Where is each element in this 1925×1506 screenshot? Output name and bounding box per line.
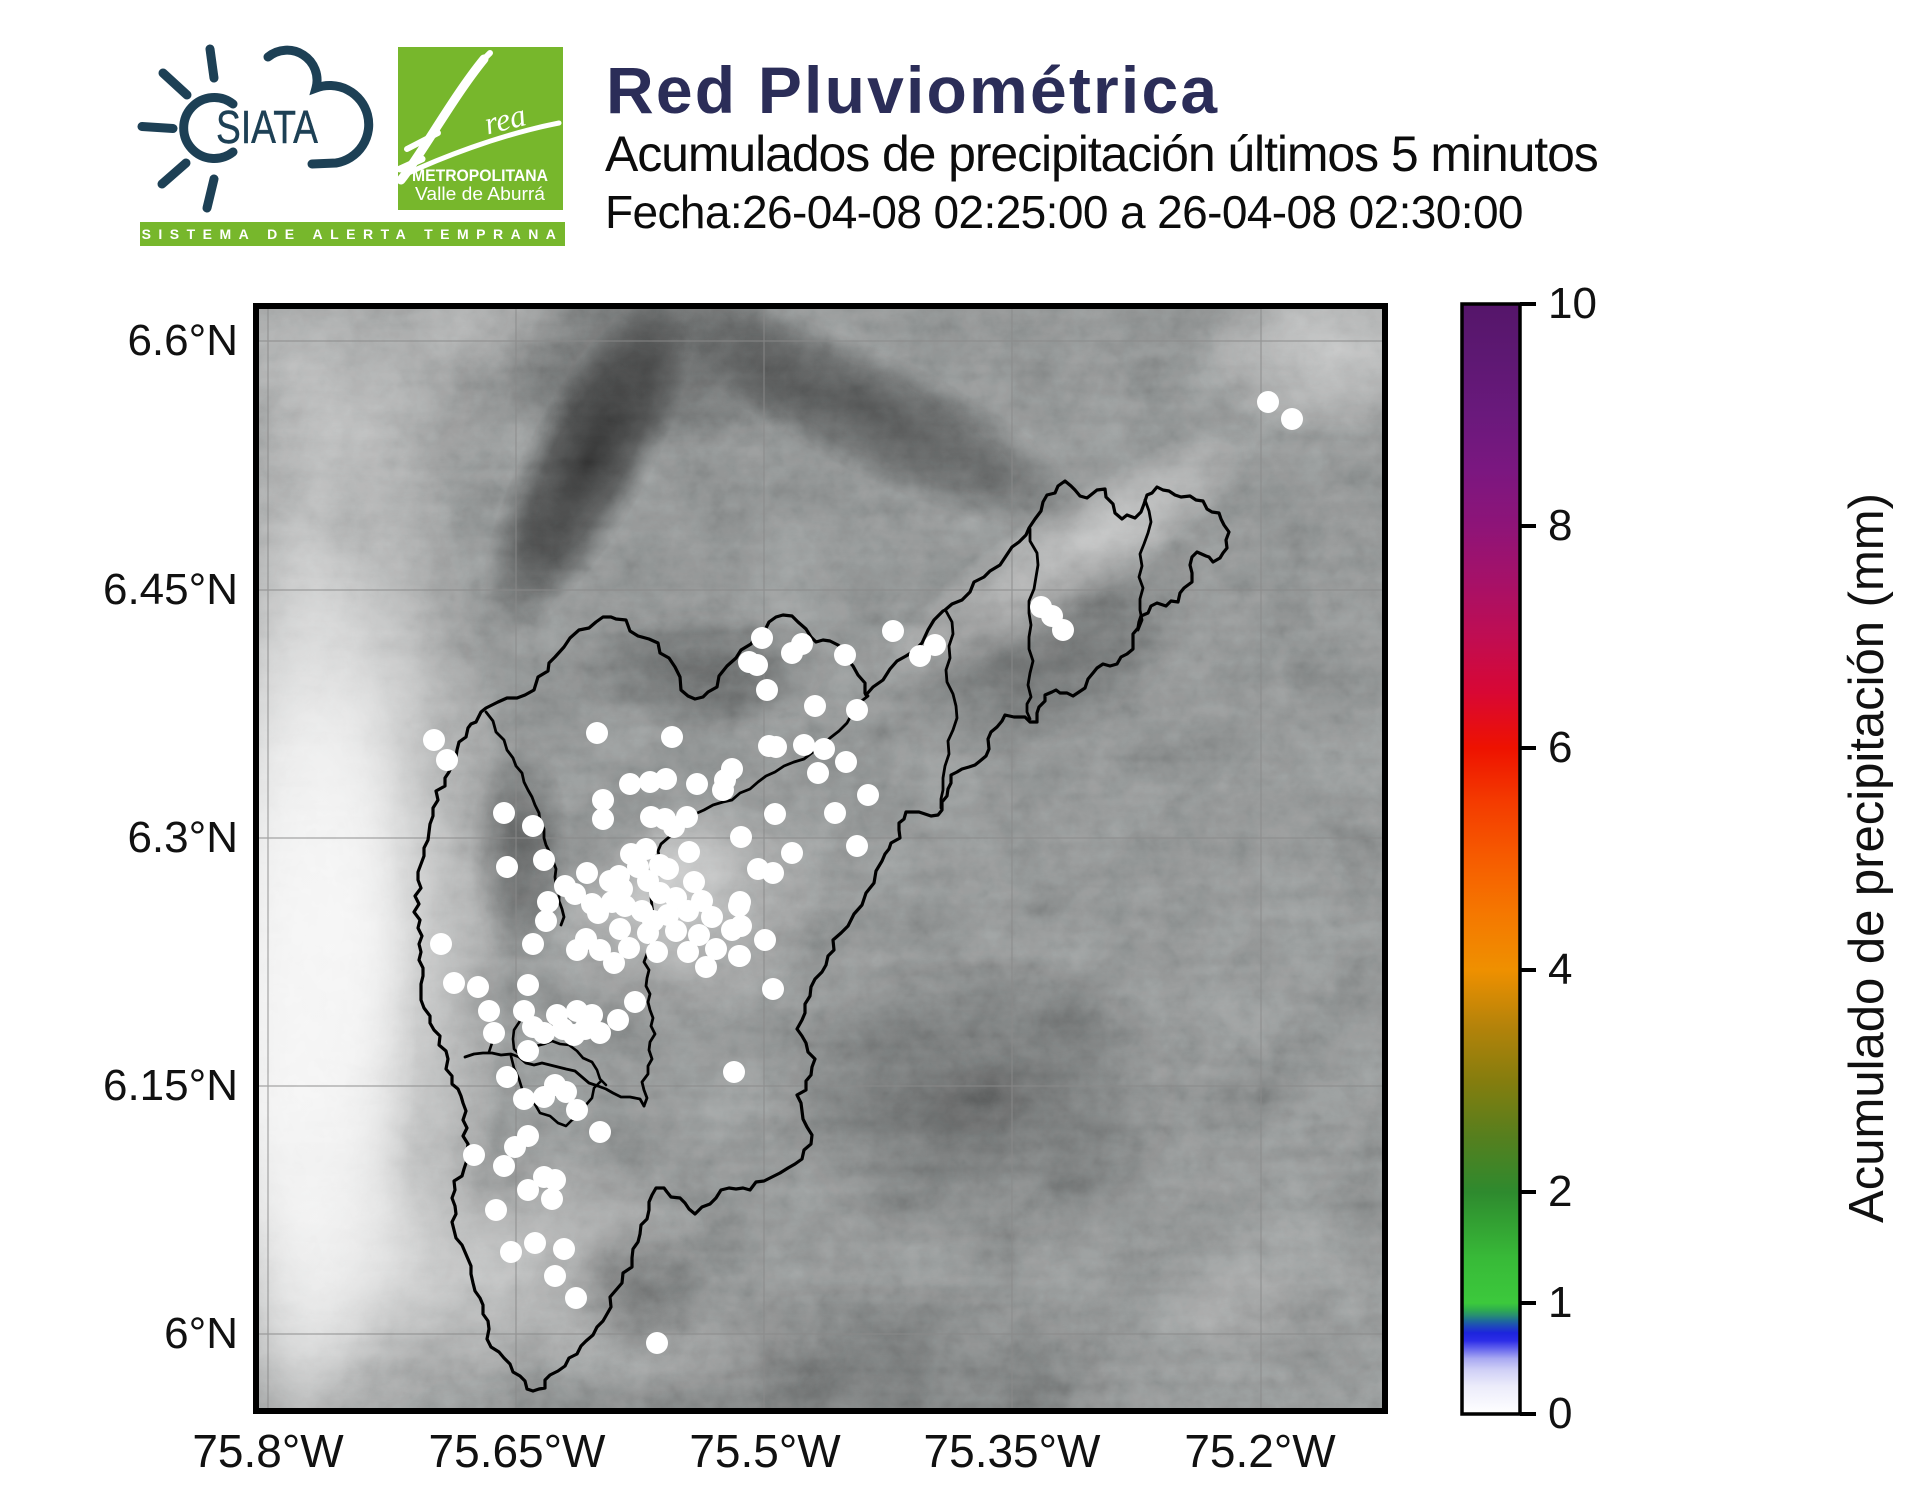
svg-text:Valle de Aburrá: Valle de Aburrá — [415, 184, 546, 204]
svg-text:METROPOLITANA: METROPOLITANA — [412, 167, 548, 185]
svg-text:SIATA: SIATA — [216, 101, 318, 153]
